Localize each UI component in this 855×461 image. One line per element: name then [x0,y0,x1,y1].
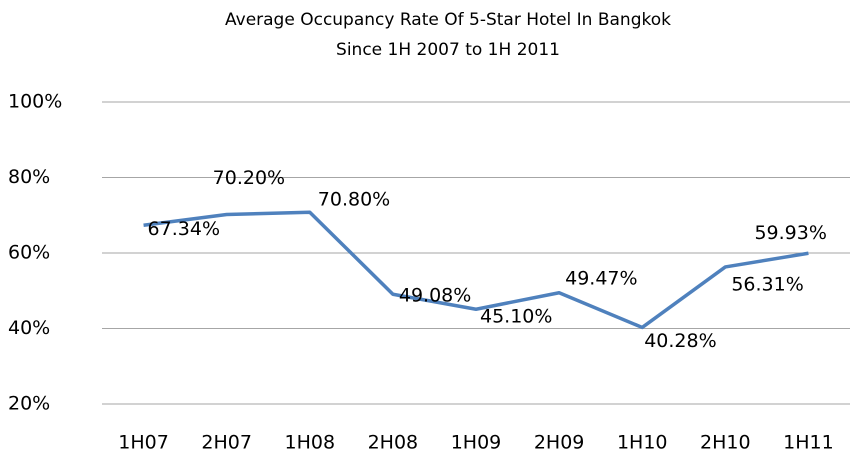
y-tick-label: 80% [8,166,50,188]
y-tick-label: 20% [8,393,50,415]
chart-title: Average Occupancy Rate Of 5-Star Hotel I… [225,10,671,30]
x-tick-label: 2H10 [700,432,751,454]
x-tick-label: 1H07 [118,432,169,454]
data-label: 49.47% [565,267,637,289]
data-label: 56.31% [731,273,803,295]
data-label: 70.80% [318,189,390,211]
y-tick-label: 60% [8,242,50,264]
x-tick-label: 1H11 [783,432,834,454]
x-tick-label: 1H08 [284,432,335,454]
x-tick-label: 1H10 [617,432,668,454]
chart-subtitle: Since 1H 2007 to 1H 2011 [336,40,560,60]
line [143,210,809,330]
data-label: 67.34% [148,218,220,240]
x-tick-label: 2H09 [534,432,585,454]
data-label: 70.20% [213,167,285,189]
data-label: 59.93% [754,222,826,244]
y-tick-label: 40% [8,317,50,339]
x-tick-label: 2H08 [368,432,419,454]
data-label: 40.28% [644,330,716,352]
x-tick-label: 1H09 [451,432,502,454]
data-label: 45.10% [480,306,552,328]
x-tick-label: 2H07 [201,432,252,454]
data-label: 49.08% [399,285,471,307]
y-tick-label: 100% [8,91,62,113]
